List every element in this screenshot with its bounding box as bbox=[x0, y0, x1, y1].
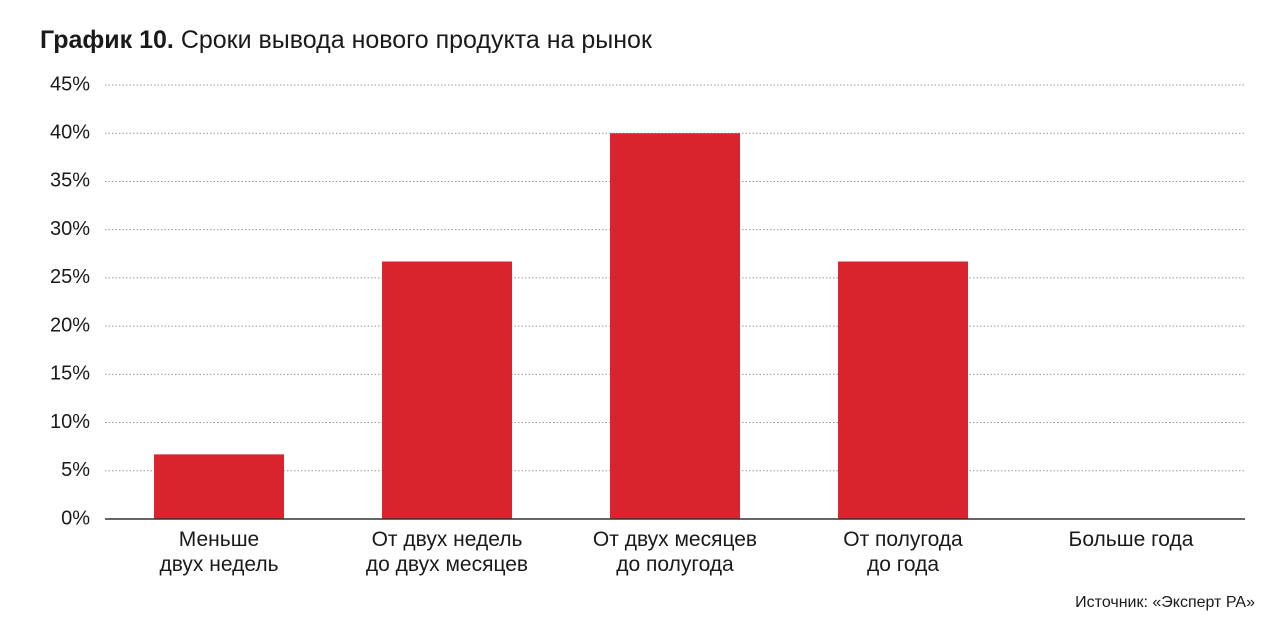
bar bbox=[154, 454, 284, 519]
title: График 10. Сроки вывода нового продукта … bbox=[40, 26, 652, 55]
x-tick-label: От двух месяцев до полугода bbox=[592, 528, 758, 576]
y-tick-label: 40% bbox=[50, 122, 90, 144]
y-tick-label: 15% bbox=[50, 363, 90, 385]
x-tick-label: Меньше двух недель bbox=[159, 528, 279, 576]
bar bbox=[382, 261, 512, 519]
chart-title: Сроки вывода нового продукта на рынок bbox=[180, 26, 652, 54]
y-tick-label: 20% bbox=[50, 314, 90, 336]
bar bbox=[610, 133, 740, 519]
x-tick-label: Больше года bbox=[1068, 528, 1194, 551]
y-tick-label: 30% bbox=[50, 218, 90, 240]
y-tick-label: 0% bbox=[61, 507, 90, 529]
y-tick-label: 35% bbox=[50, 170, 90, 192]
y-tick-label: 10% bbox=[50, 411, 90, 433]
x-tick-label: От полугода до года bbox=[843, 528, 963, 576]
chart-label: График 10. bbox=[40, 26, 174, 54]
bar bbox=[838, 261, 968, 519]
y-tick-label: 25% bbox=[50, 266, 90, 288]
x-tick-label: От двух недель до двух месяцев bbox=[365, 528, 529, 576]
source: Источник: «Эксперт РА» bbox=[1075, 594, 1255, 611]
y-tick-label: 5% bbox=[61, 459, 90, 481]
y-tick-label: 45% bbox=[50, 73, 90, 95]
